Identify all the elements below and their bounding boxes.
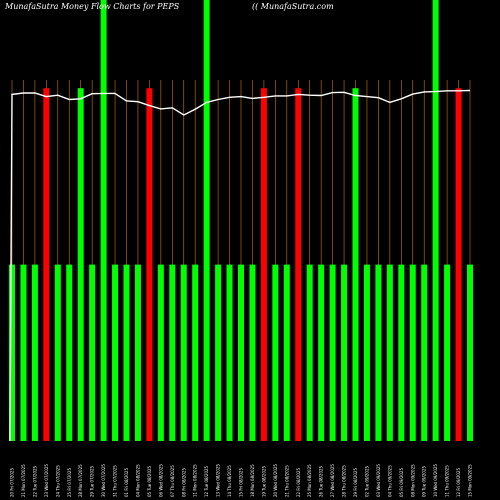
volume-bar — [318, 264, 325, 441]
x-tick-label: 25 Fri 07/2025 — [67, 468, 72, 497]
x-tick-label: 08 Fri 08/2025 — [181, 468, 186, 497]
volume-bar — [20, 264, 27, 441]
x-tick-label: 23 Wed 07/2025 — [44, 464, 49, 497]
watermark: (( MunafaSutra.com — [252, 2, 334, 11]
x-tick-label: 29 Tue 07/2025 — [90, 465, 95, 497]
x-tick-label: 04 Mon 08/2025 — [135, 464, 140, 497]
x-tick-label: 12 Tue 08/2025 — [204, 465, 209, 497]
x-tick-label: 13 Wed 08/2025 — [216, 464, 221, 497]
volume-bar — [180, 264, 187, 441]
x-tick-label: 28 Mon 07/2025 — [78, 464, 83, 497]
x-tick-label: 20 Fri 07/2025 — [10, 468, 15, 497]
x-tick-label: 30 Wed 07/2025 — [101, 464, 106, 497]
x-tick-label: 01 Fri 08/2025 — [124, 468, 129, 497]
volume-bar — [89, 264, 96, 441]
volume-bar — [226, 264, 233, 441]
volume-bar — [77, 88, 84, 441]
x-tick-label: 28 Thu 08/2025 — [342, 465, 347, 497]
x-tick-label: 27 Wed 08/2025 — [330, 464, 335, 497]
volume-bar — [249, 264, 256, 441]
chart-title: MunafaSutra Money Flow Charts for PEPS — [4, 2, 180, 11]
volume-bar — [43, 88, 50, 441]
volume-bar — [272, 264, 279, 441]
x-tick-label: 10 Wed 09/2025 — [433, 464, 438, 497]
volume-bar — [112, 264, 119, 441]
volume-bar — [386, 264, 393, 441]
volume-bar — [192, 264, 199, 441]
x-tick-label: 11 Mon 08/2025 — [193, 464, 198, 497]
volume-bar — [215, 264, 222, 441]
volume-bar — [260, 88, 267, 441]
x-tick-label: 19 Tue 08/2025 — [261, 465, 266, 497]
volume-bar — [238, 264, 244, 441]
volume-bar — [283, 264, 290, 441]
price-line — [9, 89, 471, 442]
volume-bar — [467, 264, 473, 441]
x-tick-label: 14 Thu 08/2025 — [227, 465, 232, 497]
volume-bar — [398, 264, 405, 441]
x-tick-label: 26 Tue 08/2025 — [319, 465, 324, 497]
x-tick-labels: 20 Fri 07/2025 21 Mon 07/2025 22 Tue 07/20… — [10, 464, 473, 497]
volume-bar — [100, 0, 107, 441]
volume-bar — [375, 264, 382, 441]
volume-bar — [123, 264, 130, 441]
volume-bar — [203, 0, 210, 441]
volume-bar — [409, 264, 416, 441]
volume-bar — [9, 264, 15, 441]
volume-bar — [31, 264, 38, 441]
x-tick-label: 29 Fri 08/2025 — [353, 468, 358, 497]
volume-bar — [295, 88, 302, 441]
x-tick-label: 15 Mon 09/2025 — [468, 464, 473, 497]
x-tick-label: 25 Mon 08/2025 — [307, 464, 312, 497]
volume-bar — [66, 264, 73, 441]
x-tick-label: 12 Fri 09/2025 — [456, 468, 461, 497]
volume-bar — [341, 264, 348, 441]
volume-bar — [363, 264, 370, 441]
x-tick-label: 05 Fri 09/2025 — [399, 468, 404, 497]
x-tick-label: 24 Thu 07/2025 — [55, 465, 60, 497]
volume-bar — [157, 264, 164, 441]
volume-bar — [444, 264, 451, 441]
volume-bar — [432, 0, 439, 441]
volume-bar — [455, 88, 462, 441]
x-tick-label: 21 Mon 07/2025 — [21, 464, 26, 497]
x-tick-label: 05 Tue 08/2025 — [147, 465, 152, 497]
x-tick-label: 20 Wed 08/2025 — [273, 464, 278, 497]
x-tick-label: 03 Wed 09/2025 — [376, 464, 381, 497]
x-tick-label: 22 Tue 07/2025 — [32, 465, 37, 497]
x-tick-label: 07 Thu 08/2025 — [170, 465, 175, 497]
x-tick-label: 04 Thu 09/2025 — [387, 465, 392, 497]
x-tick-label: 31 Thu 07/2025 — [113, 465, 118, 497]
volume-bar — [421, 264, 428, 441]
x-tick-label: 06 Wed 08/2025 — [158, 464, 163, 497]
volume-bars — [9, 0, 473, 441]
x-tick-label: 22 Fri 08/2025 — [296, 468, 301, 497]
volume-bar — [54, 264, 61, 441]
x-tick-label: 02 Tue 09/2025 — [364, 465, 369, 497]
volume-bar — [134, 264, 141, 441]
x-tick-label: 15 Fri 08/2025 — [239, 468, 244, 497]
volume-bar — [306, 264, 313, 441]
x-tick-label: 21 Thu 08/2025 — [284, 465, 289, 497]
volume-bar — [329, 264, 336, 441]
x-tick-label: 08 Mon 09/2025 — [410, 464, 415, 497]
x-tick-label: 18 Mon 08/2025 — [250, 464, 255, 497]
volume-bar — [352, 88, 359, 441]
x-tick-label: 09 Tue 09/2025 — [422, 465, 427, 497]
volume-bar — [146, 88, 153, 441]
volume-bar — [169, 264, 176, 441]
x-tick-label: 11 Thu 09/2025 — [445, 465, 450, 497]
